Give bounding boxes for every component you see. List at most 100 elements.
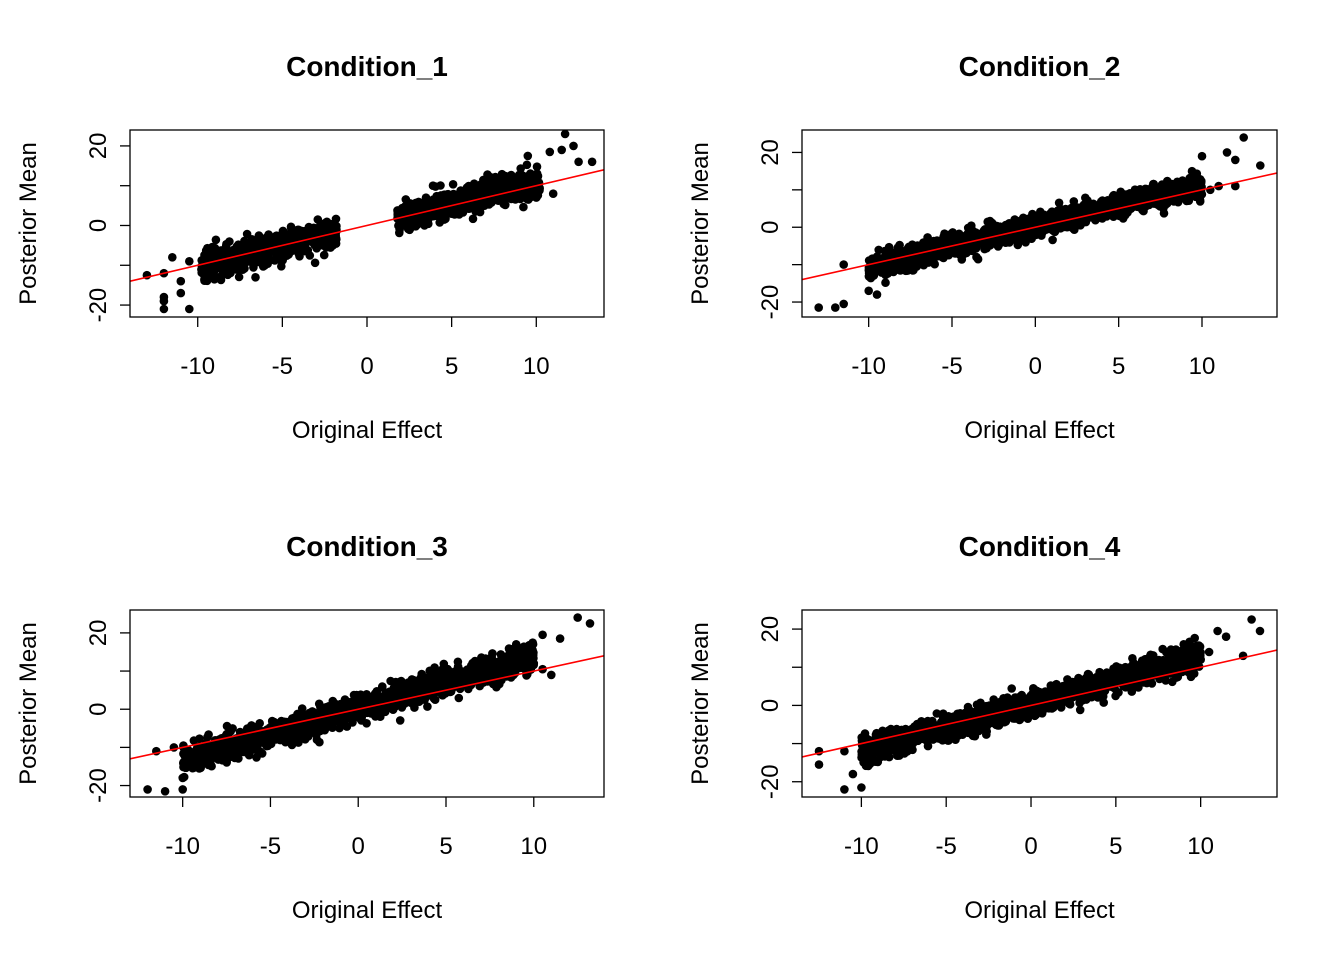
- chart-title: Condition_4: [959, 531, 1121, 562]
- data-point: [839, 260, 848, 269]
- data-point: [211, 749, 221, 758]
- data-point: [285, 731, 294, 740]
- data-point: [439, 659, 449, 669]
- x-axis-label: Original Effect: [292, 897, 443, 924]
- data-point: [421, 673, 431, 682]
- data-point: [235, 734, 244, 743]
- data-point: [308, 707, 317, 716]
- x-tick-label: 5: [439, 833, 452, 860]
- y-tick-label: 20: [757, 139, 784, 166]
- data-point: [1159, 204, 1168, 213]
- data-point: [1091, 201, 1101, 210]
- data-point: [186, 762, 195, 771]
- data-point: [258, 250, 268, 259]
- data-point: [248, 722, 258, 731]
- data-point: [468, 214, 478, 224]
- data-point: [573, 613, 582, 622]
- data-point: [188, 752, 198, 762]
- data-point: [487, 667, 496, 676]
- data-point: [839, 299, 848, 309]
- data-point: [1122, 208, 1132, 217]
- y-tick-label: 20: [85, 133, 112, 160]
- x-tick-label: -10: [851, 353, 886, 380]
- data-point: [178, 773, 187, 783]
- data-point: [560, 130, 570, 139]
- data-point: [231, 259, 240, 268]
- data-point: [479, 175, 488, 185]
- data-point: [574, 157, 583, 167]
- data-points: [814, 133, 1265, 312]
- data-point: [525, 640, 534, 650]
- data-point: [273, 254, 283, 264]
- data-point: [222, 741, 231, 750]
- data-point: [462, 183, 472, 192]
- data-point: [1075, 705, 1085, 715]
- data-point: [454, 693, 464, 703]
- plot-frame: [129, 129, 605, 318]
- data-point: [442, 190, 451, 199]
- reference-line: [802, 172, 1277, 281]
- data-point: [307, 720, 317, 730]
- data-point: [451, 675, 461, 685]
- data-point: [890, 266, 899, 275]
- data-point: [263, 741, 273, 751]
- data-point: [1239, 133, 1248, 142]
- data-point: [225, 237, 234, 246]
- data-point: [317, 708, 326, 717]
- data-point: [468, 663, 477, 673]
- data-point: [207, 252, 217, 262]
- data-points: [814, 615, 1265, 794]
- data-point: [990, 221, 999, 230]
- data-point: [243, 736, 252, 746]
- data-point: [1029, 213, 1039, 222]
- data-point: [430, 695, 440, 704]
- data-point: [1222, 148, 1232, 157]
- data-point: [234, 272, 244, 282]
- data-point: [1181, 181, 1190, 191]
- data-point: [395, 716, 405, 725]
- data-point: [351, 711, 360, 720]
- data-point: [264, 230, 273, 239]
- data-point: [1103, 210, 1112, 220]
- data-point: [962, 248, 971, 258]
- data-point: [1102, 197, 1112, 206]
- data-point: [180, 750, 189, 760]
- data-point: [252, 753, 261, 762]
- y-tick-label: -20: [85, 768, 112, 803]
- data-point: [159, 296, 169, 306]
- data-point: [1001, 238, 1010, 247]
- data-point: [143, 785, 152, 794]
- data-point: [469, 179, 479, 188]
- data-point: [1048, 235, 1057, 245]
- y-axis-label: Posterior Mean: [687, 142, 714, 305]
- data-point: [895, 240, 904, 250]
- x-axis-label: Original Effect: [292, 417, 443, 444]
- data-point: [1119, 196, 1128, 206]
- data-point: [196, 763, 205, 773]
- data-point: [298, 724, 308, 733]
- data-point: [494, 173, 504, 183]
- data-point: [569, 141, 578, 151]
- data-point: [222, 721, 232, 731]
- reference-line: [130, 655, 604, 760]
- plot-frame: [801, 129, 1278, 318]
- data-point: [204, 752, 214, 762]
- data-point: [179, 757, 189, 767]
- data-point: [178, 785, 187, 794]
- x-tick-label: -5: [260, 833, 281, 860]
- data-point: [159, 304, 169, 314]
- data-point: [211, 235, 221, 245]
- data-point: [287, 740, 297, 750]
- data-point: [499, 199, 509, 209]
- data-point: [419, 218, 429, 228]
- data-point: [372, 688, 381, 697]
- data-point: [176, 276, 186, 286]
- data-point: [531, 171, 540, 180]
- data-point: [386, 676, 395, 686]
- data-point: [197, 268, 206, 278]
- data-point: [864, 286, 873, 296]
- data-point: [277, 262, 286, 271]
- data-point: [251, 257, 261, 266]
- data-point: [239, 240, 249, 250]
